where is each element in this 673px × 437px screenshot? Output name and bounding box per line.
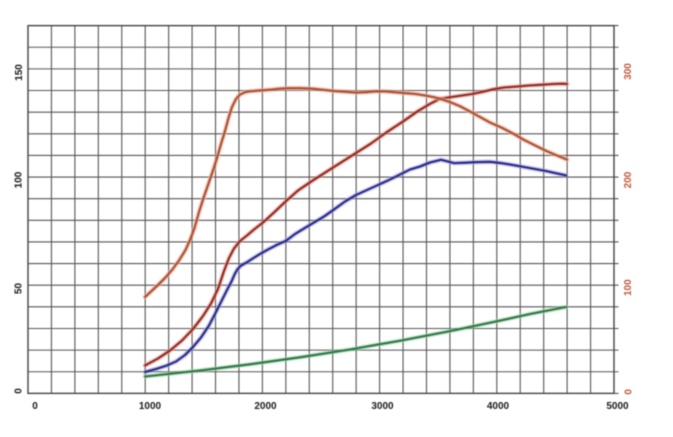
svg-text:300: 300 — [623, 63, 634, 80]
svg-text:0: 0 — [624, 389, 635, 395]
svg-text:5000: 5000 — [606, 401, 629, 412]
svg-text:100: 100 — [14, 171, 25, 188]
svg-text:1000: 1000 — [139, 401, 162, 412]
svg-text:0: 0 — [14, 388, 25, 394]
svg-text:4000: 4000 — [487, 401, 510, 412]
svg-text:100: 100 — [623, 279, 634, 296]
svg-text:200: 200 — [623, 171, 634, 188]
svg-text:50: 50 — [14, 283, 25, 295]
svg-text:0: 0 — [32, 401, 38, 412]
svg-text:150: 150 — [14, 64, 25, 81]
svg-text:2000: 2000 — [254, 401, 277, 412]
svg-text:3000: 3000 — [371, 401, 394, 412]
